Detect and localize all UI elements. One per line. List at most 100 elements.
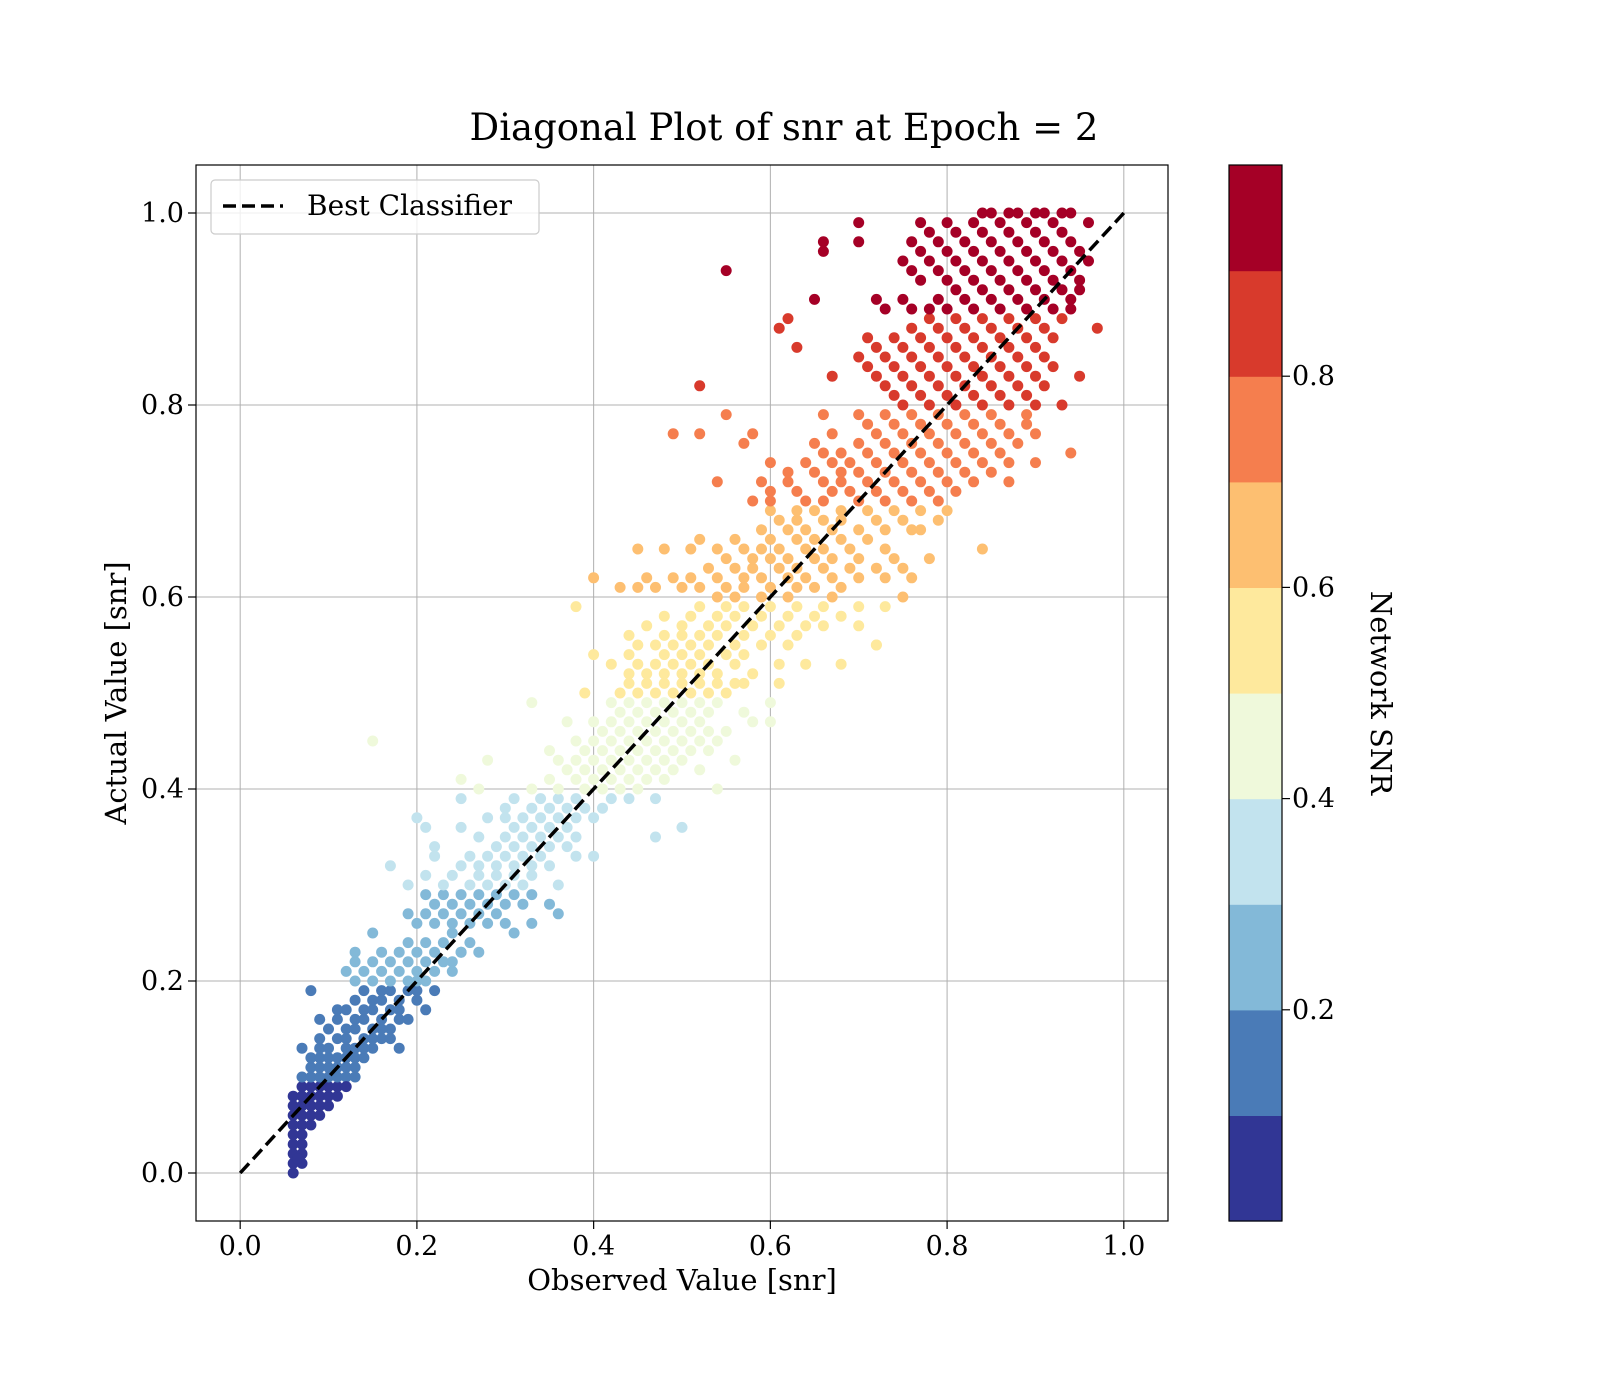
scatter-point — [588, 649, 600, 661]
scatter-point — [1030, 370, 1041, 382]
scatter-point — [897, 457, 909, 469]
scatter-point — [1047, 245, 1059, 257]
scatter-point — [632, 639, 644, 651]
scatter-point — [720, 553, 732, 565]
scatter-point — [782, 476, 794, 488]
scatter-point — [544, 773, 555, 785]
scatter-point — [897, 562, 909, 574]
scatter-point — [384, 860, 396, 872]
scatter-point — [517, 831, 529, 843]
scatter-point — [685, 610, 697, 622]
scatter-point — [738, 649, 750, 661]
scatter-point — [402, 975, 414, 987]
scatter-point — [915, 524, 927, 536]
scatter-point — [835, 533, 847, 545]
legend: Best Classifier — [210, 179, 540, 235]
scatter-point — [340, 1004, 352, 1016]
scatter-point — [764, 629, 776, 641]
scatter-point — [314, 1100, 326, 1112]
scatter-point — [711, 677, 723, 689]
scatter-point — [756, 543, 767, 555]
scatter-point — [588, 773, 600, 785]
scatter-point — [764, 485, 776, 497]
scatter-point — [791, 533, 803, 545]
scatter-point — [791, 629, 803, 641]
scatter-point — [817, 245, 829, 257]
scatter-point — [782, 466, 794, 478]
scatter-point — [561, 841, 573, 853]
scatter-point — [323, 1090, 334, 1102]
scatter-point — [817, 543, 829, 555]
scatter-point — [650, 706, 661, 718]
scatter-point — [420, 869, 432, 881]
scatter-point — [906, 495, 918, 507]
colorbar-segment — [1229, 165, 1282, 272]
scatter-point — [764, 716, 776, 728]
scatter-point — [853, 217, 865, 229]
scatter-point — [994, 245, 1006, 257]
scatter-point — [305, 1100, 317, 1112]
scatter-point — [976, 341, 988, 353]
scatter-point — [641, 735, 653, 747]
scatter-point — [711, 476, 723, 488]
scatter-point — [358, 1013, 370, 1025]
scatter-point — [305, 1109, 317, 1121]
plot-frame — [195, 164, 1169, 1222]
scatter-point — [826, 553, 838, 565]
scatter-point — [870, 562, 882, 574]
scatter-point — [482, 812, 494, 824]
scatter-point — [667, 745, 679, 757]
scatter-point — [314, 1061, 326, 1073]
scatter-point — [817, 409, 829, 421]
scatter-point — [588, 850, 600, 862]
scatter-point — [420, 1004, 432, 1016]
colorbar-ticks: 0.2 0.4 0.6 0.8 — [1282, 361, 1335, 1026]
scatter-point — [694, 677, 706, 689]
scatter-point — [676, 620, 688, 632]
scatter-point — [826, 370, 838, 382]
scatter-point — [614, 764, 626, 776]
scatter-point — [835, 581, 847, 593]
scatter-point — [376, 965, 388, 977]
scatter-point — [641, 668, 653, 680]
scatter-point — [482, 917, 494, 929]
scatter-point — [650, 581, 661, 593]
scatter-point — [1047, 217, 1059, 229]
scatter-point — [473, 889, 485, 901]
scatter-point — [614, 783, 626, 795]
scatter-point — [756, 524, 767, 536]
scatter-point — [650, 831, 661, 843]
scatter-point — [1012, 207, 1024, 219]
scatter-point — [658, 677, 670, 689]
scatter-point — [597, 783, 608, 795]
scatter-point — [508, 889, 520, 901]
scatter-point — [879, 437, 891, 449]
scatter-point — [879, 351, 891, 363]
scatter-point — [641, 572, 653, 584]
scatter-point — [605, 716, 617, 728]
scatter-point — [888, 418, 900, 430]
scatter-point — [623, 793, 635, 805]
scatter-point — [376, 985, 388, 997]
scatter-point — [402, 937, 414, 949]
scatter-point — [906, 322, 918, 334]
legend-box — [210, 179, 540, 235]
scatter-point — [296, 1109, 308, 1121]
scatter-point — [756, 610, 767, 622]
scatter-point — [862, 332, 874, 344]
scatter-point — [323, 1023, 334, 1035]
scatter-point — [932, 351, 944, 363]
scatter-point — [915, 447, 927, 459]
scatter-point — [561, 716, 573, 728]
scatter-point — [1074, 274, 1086, 286]
scatter-point — [950, 284, 962, 296]
scatter-point — [817, 495, 829, 507]
scatter-point — [694, 428, 706, 440]
scatter-point — [906, 572, 918, 584]
scatter-point — [331, 1033, 343, 1045]
scatter-point — [1056, 255, 1068, 267]
scatter-point — [809, 581, 820, 593]
scatter-point — [694, 601, 706, 613]
scatter-point — [968, 217, 980, 229]
scatter-point — [800, 658, 812, 670]
